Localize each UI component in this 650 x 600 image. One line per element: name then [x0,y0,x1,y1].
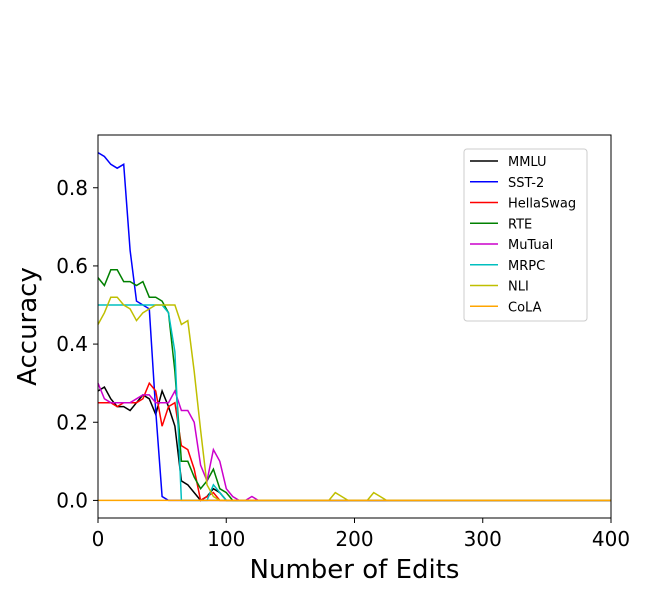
y-axis: 0.0 0.2 0.4 0.6 0.8 [56,176,98,512]
legend-box [463,148,588,322]
series-line-mutual [97,382,611,502]
legend-label-mutual: MuTual [508,238,553,253]
x-tick-label: 300 [464,527,502,551]
legend-label-hellaswag: HellaSwag [508,197,576,212]
x-tick-label: 0 [92,527,105,551]
legend-label-cola: CoLA [508,300,542,315]
legend: MMLU SST-2 HellaSwag RTE MuTual MRPC NLI CoLA [463,148,588,322]
x-tick-label: 400 [592,527,630,551]
y-tick-label: 0.4 [56,332,88,356]
legend-label-sst-2: SST-2 [508,176,544,191]
y-tick-label: 0.2 [56,410,88,434]
legend-label-mrpc: MRPC [508,259,545,274]
x-axis-label: Number of Edits [250,555,460,585]
y-tick-label: 0.6 [56,254,88,278]
legend-label-nli: NLI [508,280,529,295]
legend-label-mmlu: MMLU [508,155,547,170]
plot-lines [97,151,611,502]
x-axis: 0 100 200 300 400 [92,518,630,551]
series-line-sst-2 [97,151,611,502]
legend-label-rte: RTE [508,217,532,232]
x-tick-label: 100 [207,527,245,551]
series-line-hellaswag [98,381,611,502]
y-axis-label: Accuracy [13,267,43,386]
y-tick-label: 0.0 [56,488,88,512]
series-line-nli [97,296,611,502]
y-tick-label: 0.8 [56,176,88,200]
x-tick-label: 200 [335,527,373,551]
